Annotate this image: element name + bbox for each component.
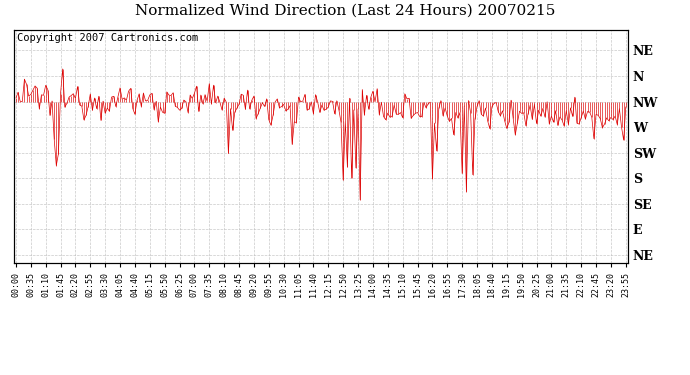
Text: Normalized Wind Direction (Last 24 Hours) 20070215: Normalized Wind Direction (Last 24 Hours… [135, 4, 555, 18]
Text: Copyright 2007 Cartronics.com: Copyright 2007 Cartronics.com [17, 33, 198, 44]
